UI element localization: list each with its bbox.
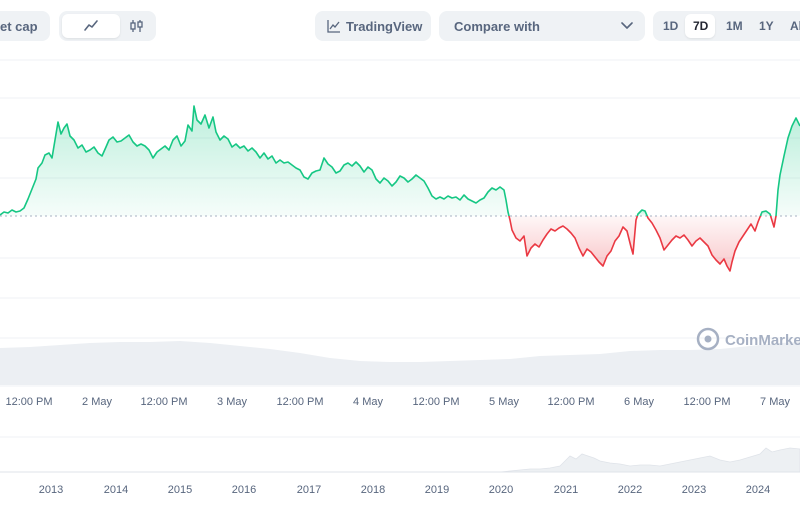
navigator-year-label: 2018 (361, 484, 385, 496)
candlestick-button[interactable] (122, 14, 153, 38)
line-chart-icon (84, 20, 98, 31)
tradingview-label: TradingView (346, 19, 423, 34)
x-axis-tick-label: 12:00 PM (276, 396, 323, 408)
navigator-year-label: 2015 (168, 484, 192, 496)
tradingview-icon (327, 20, 340, 33)
timeframe-selector: 1D 7D 1M 1Y Al (653, 11, 800, 41)
watermark-text: CoinMarke (725, 332, 800, 349)
line-chart-button[interactable] (62, 14, 120, 38)
x-axis-tick-label: 12:00 PM (5, 396, 52, 408)
timeframe-active-bg (685, 14, 715, 38)
navigator-year-label: 2020 (489, 484, 513, 496)
x-axis-tick-label: 12:00 PM (683, 396, 730, 408)
navigator-year-label: 2019 (425, 484, 449, 496)
range-navigator[interactable]: 2013 2014 2015 2016 2017 2018 2019 2020 2021 2022… (0, 436, 800, 496)
navigator-year-label: 2022 (618, 484, 642, 496)
price-line-up (0, 105, 800, 216)
chart-toolbar: et cap TradingView Compare with (0, 0, 800, 52)
x-axis-tick-label: 12:00 PM (547, 396, 594, 408)
chart-style-toggle (59, 11, 156, 41)
timeframe-1y[interactable]: 1Y (759, 19, 774, 33)
x-axis-tick-label: 2 May (82, 396, 112, 408)
volume-area (0, 341, 800, 385)
x-axis-labels: 12:00 PM 2 May 12:00 PM 3 May 12:00 PM 4 May 1… (5, 396, 790, 408)
market-cap-label: et cap (0, 19, 38, 34)
x-axis-tick-label: 12:00 PM (140, 396, 187, 408)
timeframe-all[interactable]: Al (790, 19, 800, 33)
compare-with-label: Compare with (454, 19, 540, 34)
cmc-logo-icon (696, 327, 720, 351)
x-axis-tick-label: 6 May (624, 396, 654, 408)
navigator-year-label: 2016 (232, 484, 256, 496)
candlestick-icon (130, 20, 143, 32)
navigator-year-label: 2014 (104, 484, 128, 496)
navigator-area (0, 447, 800, 473)
price-line-down (508, 216, 777, 272)
x-axis-tick-label: 4 May (353, 396, 383, 408)
x-axis-tick-label: 5 May (489, 396, 519, 408)
chevron-down-icon (621, 22, 633, 29)
x-axis-tick-label: 12:00 PM (412, 396, 459, 408)
navigator-year-label: 2013 (39, 484, 63, 496)
compare-with-select[interactable]: Compare with (439, 11, 645, 41)
timeframe-1m[interactable]: 1M (726, 19, 743, 33)
navigator-year-labels: 2013 2014 2015 2016 2017 2018 2019 2020 2021 2022… (39, 484, 770, 496)
x-axis-tick-label: 3 May (217, 396, 247, 408)
navigator-year-label: 2023 (682, 484, 706, 496)
tradingview-button[interactable]: TradingView (315, 11, 431, 41)
navigator-year-label: 2017 (297, 484, 321, 496)
price-chart-svg: CoinMarke 12:00 PM 2 May 12:00 PM 3 May 12:0… (0, 59, 800, 496)
price-chart[interactable]: CoinMarke 12:00 PM 2 May 12:00 PM 3 May 12:0… (0, 52, 800, 500)
navigator-year-label: 2024 (746, 484, 770, 496)
timeframe-1d[interactable]: 1D (663, 19, 679, 33)
coinmarketcap-watermark: CoinMarke (696, 327, 800, 351)
navigator-year-label: 2021 (554, 484, 578, 496)
x-axis-tick-label: 7 May (760, 396, 790, 408)
timeframe-7d[interactable]: 7D (693, 19, 709, 33)
market-cap-tab[interactable]: et cap (0, 11, 50, 41)
